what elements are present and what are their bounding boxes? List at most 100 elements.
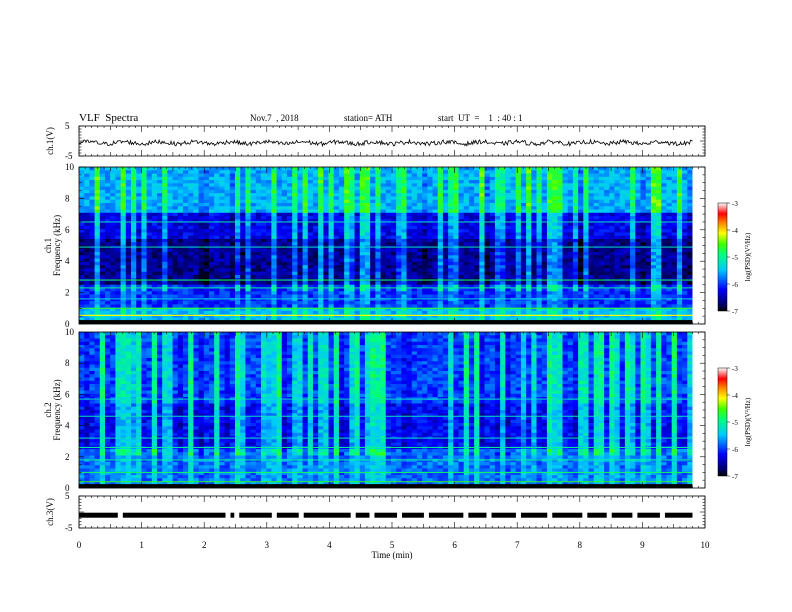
spec-cell [411,176,418,181]
spec-cell [401,281,407,286]
spec-cell [427,258,433,263]
spec-cell [89,258,95,263]
spec-cell [458,235,465,240]
spec-cell [635,248,641,253]
spec-cell [593,274,600,279]
spec-cell [203,235,210,240]
spec-cell [271,291,277,295]
spec-cell [297,219,303,223]
spec-cell [255,170,262,174]
spec-cell [344,186,350,191]
spec-cell [292,167,298,171]
spec-cell [422,255,428,259]
spec-cell [609,222,615,227]
spec-cell [136,252,142,256]
spec-cell [276,229,283,233]
spec-cell [682,196,688,201]
spec-cell [536,268,543,273]
spec-cell [572,173,579,178]
spec-cell [203,222,210,227]
spec-cell [562,183,569,188]
spec-cell [406,261,413,266]
spec-cell [245,268,251,273]
spec-cell [203,229,210,233]
spec-cell [645,186,652,191]
spec-cell [120,167,127,171]
spec-cell [604,212,610,217]
spec-cell [463,291,470,295]
spec-cell [453,252,459,256]
spec-cell [260,265,267,269]
spec-cell [619,219,626,223]
spec-cell [318,258,324,263]
spec-cell [614,193,621,197]
spec-cell [682,294,688,299]
spec-cell [281,193,288,197]
spec-cell [396,265,402,269]
spec-cell [292,294,298,299]
spec-cell [110,258,116,263]
spec-cell [546,183,553,188]
spec-cell [541,242,548,246]
spec-cell [120,170,127,174]
spec-cell [474,173,480,178]
spec-cell [588,271,595,276]
spec-cell [224,248,231,253]
spec-cell [182,180,189,184]
spec-cell [536,271,543,276]
spec-cell [515,212,522,217]
spec-cell [344,216,350,220]
spec-cell [188,225,194,230]
spec-cell [354,297,361,302]
spec-cell [598,202,605,207]
spec-cell [188,235,194,240]
spec-cell [572,193,579,197]
spec-cell [468,167,475,171]
spec-cell [182,225,189,230]
spec-cell [177,271,184,276]
spec-cell [307,261,314,266]
spec-cell [136,176,142,181]
spec-cell [510,183,517,188]
spec-cell [354,301,361,305]
spec-cell [312,252,319,256]
spec-cell [266,265,272,269]
spec-cell [500,229,506,233]
spec-cell [442,176,449,181]
spec-cell [94,216,101,220]
spec-cell [162,235,168,240]
spec-cell [333,242,340,246]
spec-cell [292,268,298,273]
spec-cell [188,274,194,279]
spec-cell [104,288,111,292]
spec-cell [541,167,548,171]
spec-cell [130,297,137,302]
spec-cell [656,229,662,233]
spec-cell [312,274,319,279]
spec-cell [515,170,522,174]
spec-cell [640,186,647,191]
spec-cell [583,288,589,292]
spec-cell [593,183,600,188]
spec-cell [494,186,501,191]
spec-cell [635,209,641,214]
spec-cell [479,202,485,207]
spec-cell [297,167,303,171]
spec-cell [500,170,506,174]
spec-cell [234,222,241,227]
spec-cell [89,288,95,292]
spec-cell [520,235,527,240]
spec-cell [609,229,615,233]
spec-cell [224,238,231,243]
spec-cell [427,189,433,194]
spec-cell [645,265,652,269]
spec-cell [188,297,194,302]
spec-cell [370,255,376,259]
spec-cell [156,281,163,286]
spec-cell [416,271,423,276]
spec-cell [364,288,371,292]
spec-cell [411,238,418,243]
spec-cell [250,199,257,204]
spec-cell [531,229,537,233]
spec-cell [333,196,340,201]
